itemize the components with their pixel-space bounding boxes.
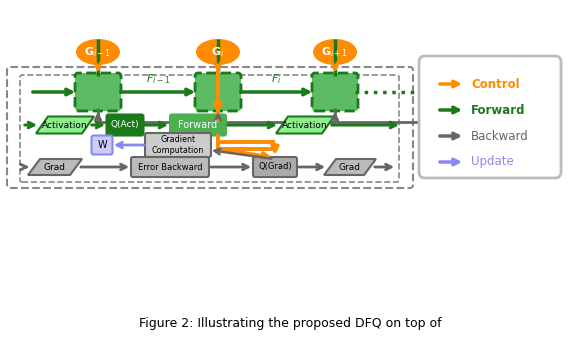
Ellipse shape [76,39,120,65]
Polygon shape [276,117,334,134]
Text: Q(Grad): Q(Grad) [258,163,292,171]
Text: Error Backward: Error Backward [138,163,202,171]
Text: Grad: Grad [339,163,361,171]
Text: Backward: Backward [471,130,529,142]
Text: W: W [97,140,107,150]
Text: G$_{i-1}$: G$_{i-1}$ [84,45,112,59]
FancyBboxPatch shape [312,73,358,111]
Text: Update: Update [471,155,514,169]
FancyBboxPatch shape [170,115,226,136]
Ellipse shape [196,39,240,65]
FancyBboxPatch shape [20,75,399,182]
Polygon shape [36,117,94,134]
Text: Gradient
Computation: Gradient Computation [152,135,204,155]
FancyBboxPatch shape [7,67,413,188]
Text: Activation: Activation [282,120,328,130]
Text: Activation: Activation [42,120,88,130]
FancyBboxPatch shape [253,157,297,177]
FancyBboxPatch shape [131,157,209,177]
Text: Q(Act): Q(Act) [111,120,139,130]
Text: Forward: Forward [471,103,525,117]
Ellipse shape [313,39,357,65]
FancyBboxPatch shape [458,73,542,111]
FancyBboxPatch shape [419,56,561,178]
Text: F$_{i-1}$: F$_{i-1}$ [146,72,171,86]
Text: F$_i$: F$_i$ [271,72,282,86]
Text: G$_i$: G$_i$ [212,45,225,59]
Polygon shape [324,159,376,175]
Text: Forward: Forward [179,120,217,130]
Text: Objective
Function: Objective Function [475,81,525,103]
Text: Control: Control [471,78,520,90]
Polygon shape [28,159,82,175]
FancyBboxPatch shape [145,133,211,157]
FancyBboxPatch shape [106,115,143,136]
Text: Grad: Grad [44,163,66,171]
Text: Figure 2: Illustrating the proposed DFQ on top of: Figure 2: Illustrating the proposed DFQ … [139,317,442,330]
FancyBboxPatch shape [195,73,241,111]
Text: G$_{i+1}$: G$_{i+1}$ [321,45,349,59]
FancyBboxPatch shape [91,136,113,154]
FancyBboxPatch shape [75,73,121,111]
